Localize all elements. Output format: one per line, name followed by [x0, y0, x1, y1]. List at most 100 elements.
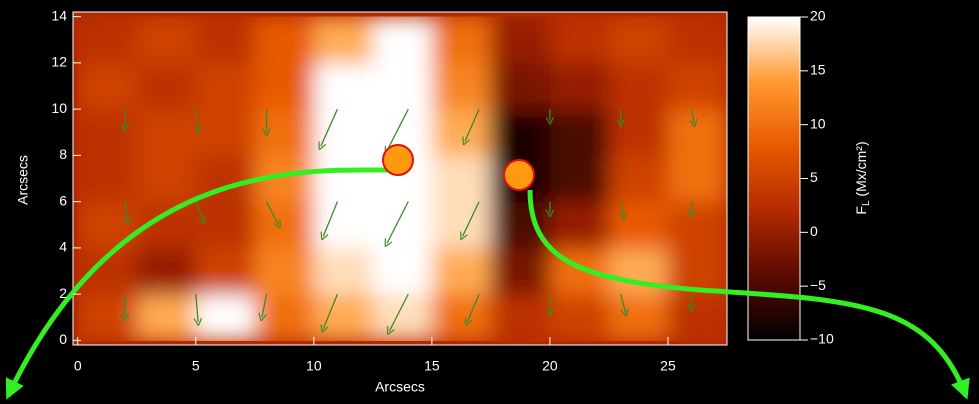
heat-cell	[254, 247, 315, 295]
heat-cell	[608, 294, 669, 341]
heat-cell	[254, 109, 315, 156]
heat-cell	[549, 201, 610, 249]
heat-cell	[372, 294, 433, 341]
colorbar-tick-label: −5	[810, 277, 826, 293]
y-tick-label: 8	[59, 146, 67, 162]
heat-cell	[667, 109, 727, 156]
colorbar	[747, 16, 801, 341]
colorbar-tick-label: 20	[810, 8, 826, 24]
vector-arrow	[621, 201, 623, 216]
heat-cell	[313, 155, 374, 203]
y-axis-label: Arcsecs	[15, 155, 31, 205]
heat-cell	[667, 294, 727, 341]
colorbar-tick-label: 5	[810, 169, 818, 185]
heat-cell	[77, 16, 138, 64]
heat-cell	[136, 247, 197, 295]
vector-arrow	[692, 109, 694, 123]
heat-cell	[136, 155, 197, 203]
heat-cell	[667, 155, 727, 203]
vector-arrow	[463, 201, 480, 237]
x-tick-label: 0	[74, 358, 82, 374]
colorbar-tick-label: −10	[810, 331, 834, 347]
heat-cell	[136, 109, 197, 156]
heat-cell	[667, 62, 727, 110]
heat-cell	[490, 247, 551, 295]
heat-cell	[431, 201, 492, 249]
colorbar-tick-label: 0	[810, 223, 818, 239]
x-axis-label: Arcsecs	[375, 379, 425, 395]
heat-cell	[313, 294, 374, 341]
heat-cell	[667, 201, 727, 249]
callout-curve	[527, 189, 970, 400]
heat-cell	[195, 294, 256, 341]
heat-cell	[372, 201, 433, 249]
heat-cell	[490, 109, 551, 156]
heat-cell	[195, 201, 256, 249]
heat-cell	[136, 16, 197, 64]
heat-cell	[608, 155, 669, 203]
colorbar-label: FL (Mx/cm²)	[853, 141, 872, 214]
marker-point	[503, 159, 535, 191]
y-tick-label: 0	[59, 331, 67, 347]
heat-cell	[77, 155, 138, 203]
heat-cell	[549, 62, 610, 110]
heat-cell	[490, 62, 551, 110]
heat-cell	[372, 247, 433, 295]
vector-arrow	[323, 293, 339, 329]
marker-point	[382, 144, 414, 176]
heat-cell	[313, 109, 374, 156]
heat-cell	[254, 62, 315, 110]
vector-arrow	[387, 201, 409, 244]
vector-arrow	[196, 109, 198, 130]
heat-cell	[431, 62, 492, 110]
callout-curve	[5, 167, 389, 400]
heat-cell	[431, 109, 492, 156]
heat-cell	[549, 155, 610, 203]
vector-arrow	[266, 201, 279, 225]
heat-cell	[608, 201, 669, 249]
heat-cell	[431, 155, 492, 203]
heat-cell	[77, 294, 138, 341]
y-tick-label: 6	[59, 192, 67, 208]
heat-cell	[372, 16, 433, 64]
heat-cell	[313, 62, 374, 110]
vector-arrow	[387, 108, 409, 151]
heat-cell	[372, 62, 433, 110]
heat-cell	[431, 16, 492, 64]
x-tick-label: 20	[542, 358, 558, 374]
heat-cell	[254, 294, 315, 341]
heat-cell	[313, 16, 374, 64]
vector-arrow	[389, 293, 409, 331]
heat-cell	[136, 62, 197, 110]
vector-arrow	[467, 293, 480, 322]
heat-cell	[313, 247, 374, 295]
heat-cell	[667, 16, 727, 64]
symbol: F	[853, 206, 869, 215]
heat-cell	[254, 16, 315, 64]
y-tick-label: 10	[51, 100, 67, 116]
heat-cell	[195, 109, 256, 156]
vector-arrow	[323, 201, 339, 237]
colorbar-tick-label: 10	[810, 115, 826, 131]
y-tick-label: 4	[59, 239, 67, 255]
heat-cell	[549, 109, 610, 156]
heat-cell	[136, 294, 197, 341]
y-tick-label: 2	[59, 285, 67, 301]
x-tick-label: 15	[424, 358, 440, 374]
heat-cell	[254, 201, 315, 249]
heat-cell	[608, 16, 669, 64]
heat-cell	[490, 16, 551, 64]
vector-arrow	[196, 294, 198, 322]
heat-cell	[549, 294, 610, 341]
colorbar-tick-label: 15	[810, 62, 826, 78]
plot-frame	[72, 11, 728, 346]
x-tick-label: 5	[192, 358, 200, 374]
vector-field	[125, 108, 694, 331]
vector-arrow	[125, 201, 127, 221]
vector-arrow	[321, 108, 339, 146]
heat-cell	[549, 16, 610, 64]
heat-cell	[313, 201, 374, 249]
heat-cell	[431, 247, 492, 295]
